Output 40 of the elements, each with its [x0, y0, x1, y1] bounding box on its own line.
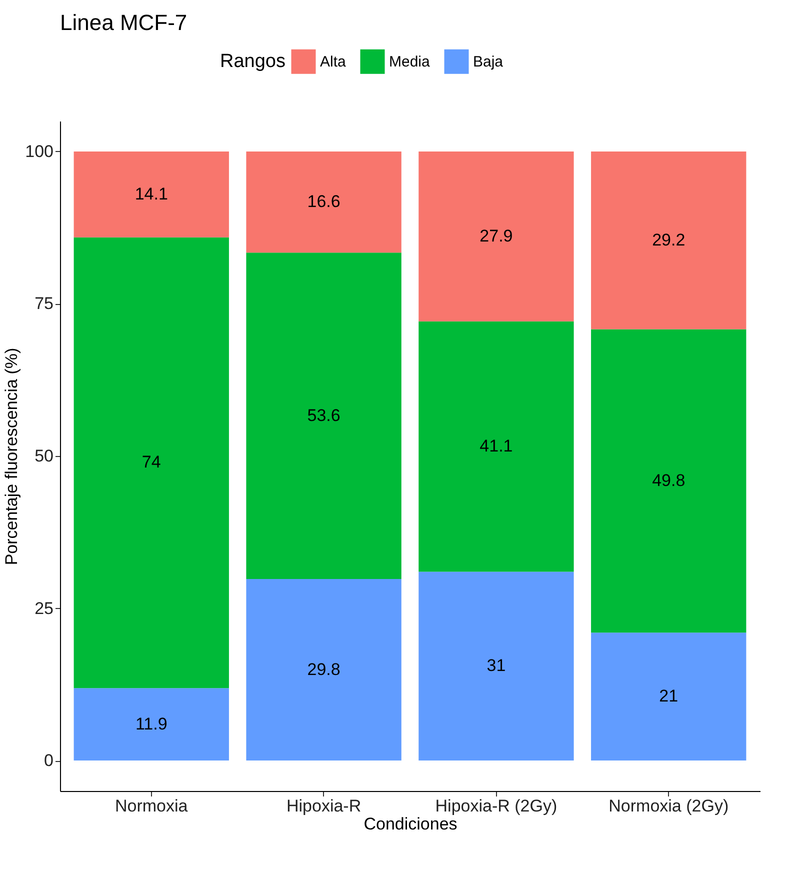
data-label: 31 — [486, 656, 506, 676]
legend-label: Alta — [320, 54, 347, 71]
x-axis-title: Condiciones — [364, 814, 458, 834]
bar — [74, 688, 229, 761]
bar — [418, 151, 574, 322]
data-label: 29.8 — [307, 660, 340, 679]
data-label: 16.6 — [307, 192, 340, 212]
bar — [246, 151, 402, 253]
data-label: 53.6 — [307, 406, 340, 425]
bar — [418, 572, 574, 761]
x-tick-label: Normoxia (2Gy) — [608, 796, 729, 816]
y-tick-label: 75 — [34, 294, 54, 314]
bar — [74, 237, 229, 688]
chart-title: Linea MCF-7 — [60, 10, 188, 35]
bar — [74, 151, 229, 238]
bar — [246, 579, 402, 761]
data-label: 74 — [142, 452, 161, 472]
y-tick-label: 100 — [25, 142, 54, 161]
legend-title: Rangos — [220, 51, 286, 72]
x-tick-label: Normoxia — [115, 796, 188, 816]
legend-label: Media — [389, 54, 431, 71]
bar — [591, 151, 746, 330]
data-label: 41.1 — [480, 436, 513, 456]
x-tick-label: Hipoxia-R — [286, 796, 362, 816]
y-tick-label: 0 — [44, 751, 54, 770]
data-label: 27.9 — [480, 226, 513, 246]
data-label: 49.8 — [652, 470, 686, 490]
y-tick-label: 25 — [34, 598, 54, 618]
data-label: 14.1 — [134, 184, 168, 204]
data-label: 21 — [659, 686, 678, 706]
bar — [246, 252, 402, 580]
data-label: 11.9 — [135, 714, 168, 734]
x-tick-label: Hipoxia-R (2Gy) — [435, 796, 558, 816]
y-axis-title: Porcentaje fluorescencia (%) — [2, 348, 22, 566]
bar — [418, 321, 574, 572]
bar — [591, 329, 746, 633]
bar — [591, 632, 746, 761]
data-label: 29.2 — [652, 230, 686, 250]
y-tick-label: 50 — [34, 446, 54, 466]
legend-label: Baja — [473, 54, 504, 71]
